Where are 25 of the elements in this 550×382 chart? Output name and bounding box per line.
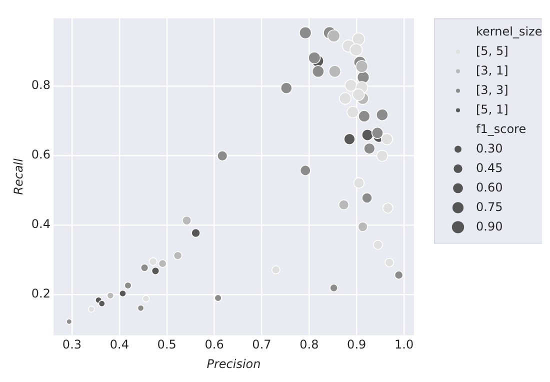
x-tick-label: 0.9: [347, 338, 366, 352]
x-tick-label: 0.6: [204, 338, 224, 352]
x-tick-label: 1.0: [394, 338, 414, 352]
legend-label: [3, 3]: [476, 82, 508, 97]
x-tick-label: 0.5: [157, 338, 176, 352]
x-tick-label: 0.3: [62, 338, 82, 352]
legend-label: 0.45: [476, 160, 503, 175]
legend-label: 0.75: [476, 200, 503, 214]
legend-title: kernel_size: [476, 24, 542, 38]
x-axis-title: Precision: [206, 356, 261, 371]
y-axis-title: Recall: [11, 158, 26, 195]
text: f1_score: [476, 122, 526, 136]
y-tick-label: 0.4: [31, 217, 50, 232]
legend-label: [5, 1]: [476, 102, 508, 116]
legend-label: 0.60: [476, 180, 503, 194]
legend-label: 0.90: [476, 219, 503, 234]
y-tick-label: 0.8: [31, 78, 50, 92]
x-tick-label: 0.4: [110, 338, 129, 352]
legend-label: [3, 1]: [476, 63, 508, 78]
y-tick-label: 0.6: [31, 148, 50, 162]
legend-label: [5, 5]: [476, 44, 508, 58]
x-tick-label: 0.8: [300, 338, 319, 352]
x-tick-label: 0.7: [252, 338, 272, 352]
y-tick-label: 0.2: [31, 286, 50, 301]
legend-label: 0.30: [476, 141, 503, 156]
